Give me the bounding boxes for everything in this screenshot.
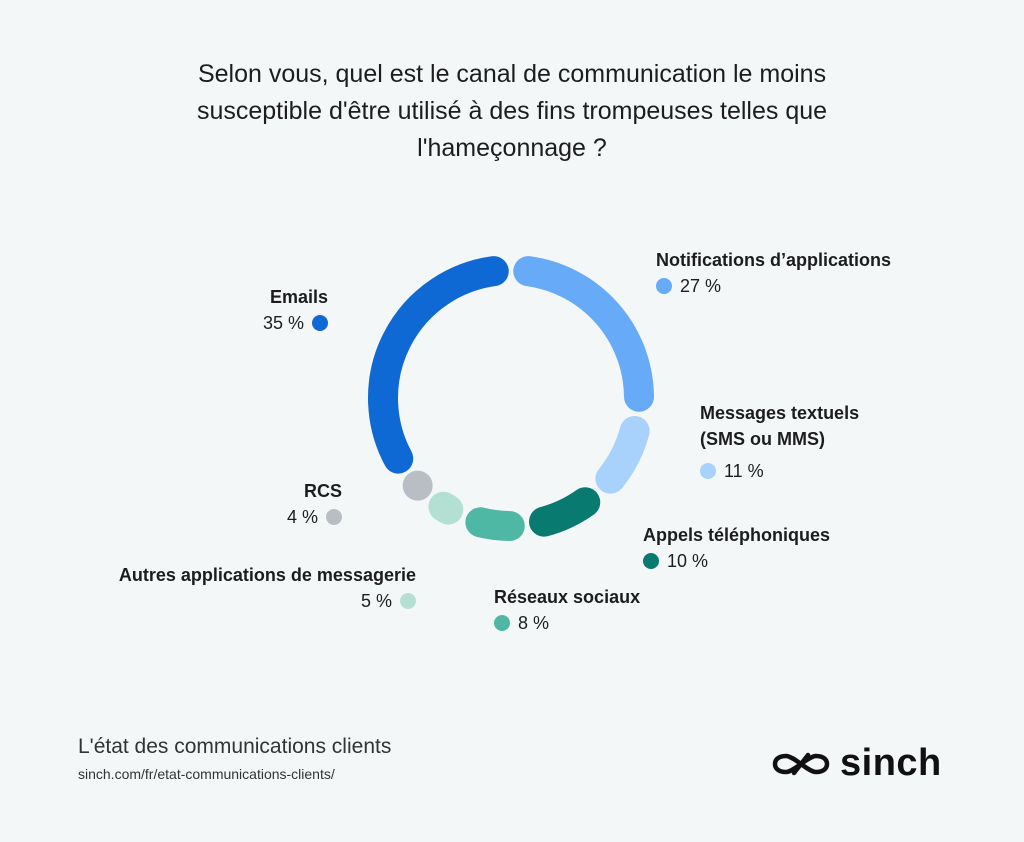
legend-value: 11 % (724, 461, 764, 481)
legend-label: Réseaux sociaux (494, 587, 641, 607)
legend-label: Messages textuels (700, 403, 860, 423)
legend-rcs: RCS 4 % (287, 478, 342, 530)
legend-notifications: Notifications d’applications 27 % (656, 247, 891, 299)
footer-title: L'état des communications clients (78, 735, 392, 758)
legend-autres: Autres applications de messagerie 5 % (119, 562, 416, 614)
donut-slice-2 (529, 487, 601, 537)
donut-slice-0 (513, 256, 654, 412)
donut-slice-1 (595, 416, 650, 494)
logo-text: sinch (840, 742, 942, 784)
legend-value: 4 % (286, 507, 318, 527)
legend-reseaux: Réseaux sociaux 8 % (494, 584, 640, 636)
legend-label: Notifications d’applications (656, 250, 892, 270)
donut-slice-4 (428, 491, 464, 525)
legend-dot (494, 615, 510, 631)
chart-title-line: l'hameçonnage ? (417, 134, 607, 162)
legend-value: 5 % (360, 591, 392, 611)
legend-dot (700, 463, 716, 479)
legend-label: Emails (269, 287, 328, 307)
legend-dot (326, 509, 342, 525)
legend-value: 8 % (518, 613, 550, 633)
legend-dot (400, 593, 416, 609)
donut-slice-5 (402, 470, 433, 501)
donut-slice-3 (465, 507, 525, 541)
legend-value: 35 % (262, 313, 304, 333)
chart-title-line: susceptible d'être utilisé à des fins tr… (196, 97, 828, 125)
legend-value: 27 % (680, 276, 722, 296)
sinch-logo-icon (772, 752, 830, 775)
footer-url[interactable]: sinch.com/fr/etat-communications-clients… (78, 766, 335, 782)
chart-title: Selon vous, quel est le canal de communi… (120, 56, 904, 167)
legend-dot (312, 315, 328, 331)
legend-value: 10 % (667, 551, 709, 571)
legend-label: RCS (303, 481, 342, 501)
chart-title-line: Selon vous, quel est le canal de communi… (197, 60, 827, 88)
legend-label: Appels téléphoniques (643, 525, 831, 545)
sinch-logo: sinch (772, 742, 942, 785)
legend-dot (656, 278, 672, 294)
legend-label: Autres applications de messagerie (118, 565, 416, 585)
legend-sms: Messages textuels (SMS ou MMS) 11 % (700, 400, 859, 484)
legend-dot (643, 553, 659, 569)
legend-emails: Emails 35 % (263, 284, 328, 336)
donut-slice-6 (368, 256, 509, 474)
legend-appels: Appels téléphoniques 10 % (643, 522, 830, 574)
legend-label: (SMS ou MMS) (700, 429, 825, 449)
